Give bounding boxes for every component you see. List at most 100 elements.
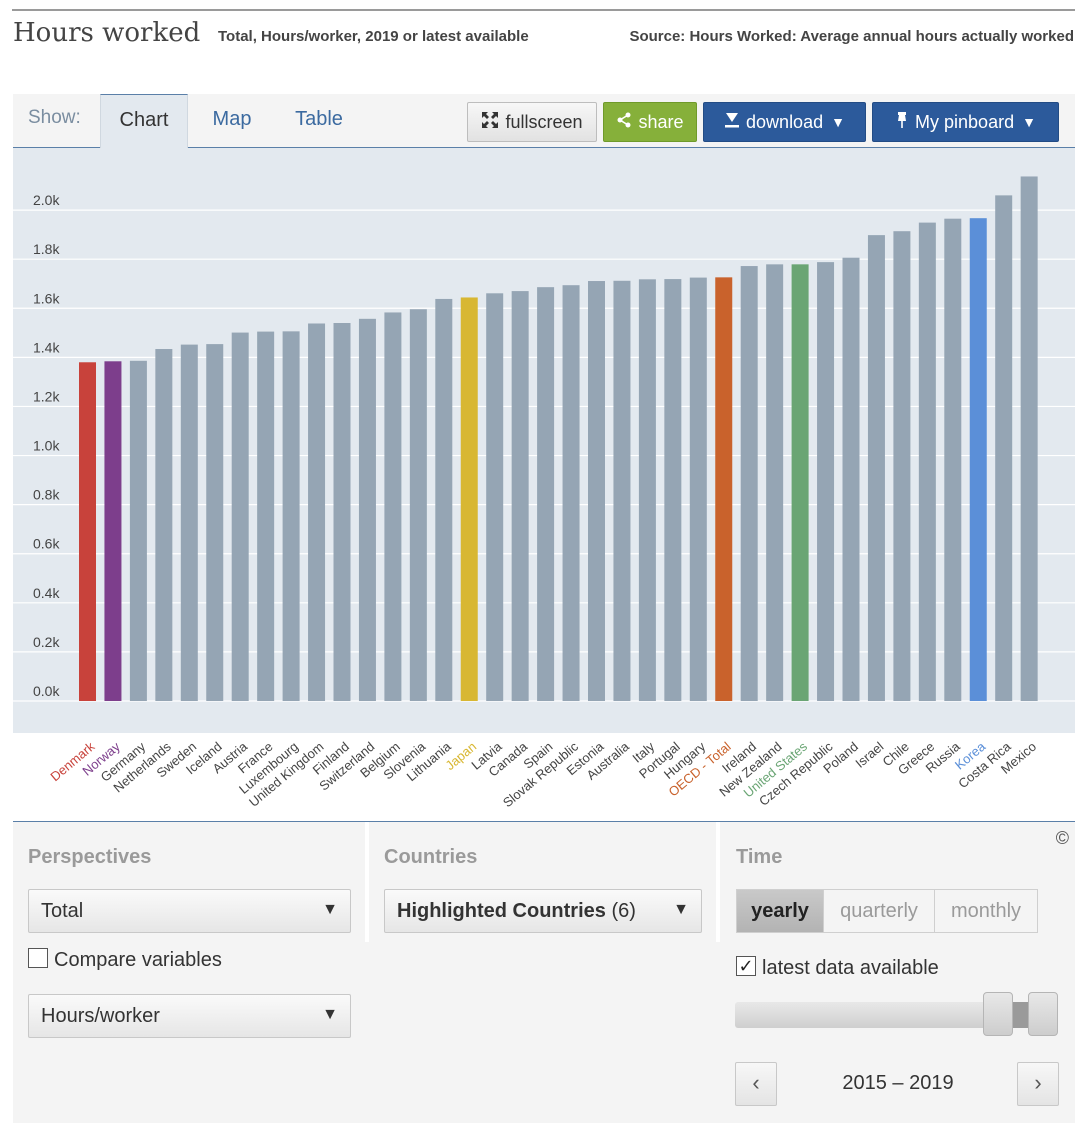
tab-chart[interactable]: Chart <box>100 94 188 149</box>
bar-spain <box>537 287 555 701</box>
show-label: Show: <box>28 107 81 128</box>
bar-poland <box>842 257 860 701</box>
perspectives-label: Perspectives <box>28 846 152 868</box>
time-quarterly-button[interactable]: quarterly <box>823 889 935 933</box>
bar-israel <box>867 235 885 702</box>
bar-united-kingdom <box>308 323 326 701</box>
pinboard-label: My pinboard <box>915 111 1015 132</box>
share-button[interactable]: share <box>603 102 697 142</box>
bar-chile <box>893 231 911 701</box>
bar-czech-republic <box>817 262 835 701</box>
chevron-down-icon: ▼ <box>831 114 845 130</box>
bar-switzerland <box>358 318 376 701</box>
download-label: download <box>746 111 824 132</box>
bar-estonia <box>588 281 605 701</box>
bar-ireland <box>740 266 758 701</box>
time-slider-range <box>1011 1002 1029 1028</box>
bar-chart: 0.0k 0.2k 0.4k 0.6k 0.8k 1.0k 1.2k 1.4k 1.6k 1.8k… <box>13 176 1075 810</box>
perspective-select[interactable]: Total ▼ <box>28 889 351 933</box>
bar-italy <box>638 279 656 701</box>
bar-iceland <box>206 344 224 701</box>
y-tick-label: 1.2k <box>33 388 60 404</box>
y-tick-label: 1.8k <box>33 241 60 257</box>
bar-new-zealand <box>766 264 784 701</box>
x-tick-label: Israel <box>852 739 886 771</box>
bar-canada <box>511 291 529 701</box>
chevron-down-icon: ▼ <box>322 1006 338 1023</box>
view-toolbar: Show: Chart Map Table fullscreen share d… <box>13 94 1075 149</box>
time-label: Time <box>736 846 783 868</box>
pin-icon <box>895 111 909 134</box>
y-tick-label: 2.0k <box>33 192 60 208</box>
bar-portugal <box>664 279 682 701</box>
bar-latvia <box>486 293 504 701</box>
y-tick-label: 0.0k <box>33 683 60 699</box>
bar-austria <box>231 332 249 701</box>
page-subtitle: Total, Hours/worker, 2019 or latest avai… <box>218 28 529 45</box>
bar-luxembourg <box>282 331 300 701</box>
bar-korea <box>969 218 987 701</box>
y-tick-label: 1.0k <box>33 438 60 454</box>
bar-slovak-republic <box>562 285 580 701</box>
download-icon <box>724 111 740 134</box>
y-tick-label: 0.8k <box>33 487 60 503</box>
page-title: Hours worked <box>13 18 201 48</box>
measure-select[interactable]: Hours/worker ▼ <box>28 994 351 1038</box>
tab-table[interactable]: Table <box>295 108 343 130</box>
bar-netherlands <box>155 349 173 701</box>
fullscreen-button[interactable]: fullscreen <box>467 102 597 142</box>
y-tick-label: 0.4k <box>33 585 60 601</box>
previous-period-button[interactable]: ‹ <box>735 1062 777 1106</box>
y-tick-label: 1.6k <box>33 290 60 306</box>
bar-belgium <box>384 312 402 701</box>
bar-russia <box>944 218 962 701</box>
time-slider-start-handle[interactable] <box>983 992 1013 1036</box>
share-icon <box>616 112 632 133</box>
compare-variables-label: Compare variables <box>54 949 222 971</box>
bar-united-states <box>791 264 809 701</box>
latest-data-checkbox[interactable]: ✓ <box>736 956 756 976</box>
bar-slovenia <box>409 309 427 701</box>
bar-denmark <box>79 362 96 701</box>
fullscreen-label: fullscreen <box>505 111 583 132</box>
bar-france <box>257 331 275 701</box>
time-yearly-button[interactable]: yearly <box>736 889 824 933</box>
bar-finland <box>333 323 351 701</box>
countries-select[interactable]: Highlighted Countries (6) ▼ <box>384 889 702 933</box>
download-button[interactable]: download ▼ <box>703 102 866 142</box>
chevron-down-icon: ▼ <box>1022 114 1036 130</box>
bar-mexico <box>1020 176 1038 702</box>
measure-value: Hours/worker <box>41 1005 160 1027</box>
pinboard-button[interactable]: My pinboard ▼ <box>872 102 1059 142</box>
bar-norway <box>104 361 122 701</box>
column-separator <box>716 822 720 942</box>
compare-variables-checkbox[interactable] <box>28 948 48 968</box>
bar-greece <box>918 222 936 702</box>
bar-germany <box>129 360 147 701</box>
countries-count: (6) <box>611 900 636 922</box>
bar-japan <box>460 297 478 701</box>
time-slider-end-handle[interactable] <box>1028 992 1058 1036</box>
column-separator <box>365 822 369 942</box>
bar-lithuania <box>435 298 453 701</box>
bar-sweden <box>180 344 198 701</box>
chevron-down-icon: ▼ <box>322 901 338 918</box>
bar-hungary <box>689 277 707 701</box>
controls-panel: © Perspectives Total ▼ Compare variables… <box>13 821 1075 1123</box>
fullscreen-icon <box>481 111 499 134</box>
bar-costa-rica <box>995 195 1013 701</box>
tab-map[interactable]: Map <box>212 108 252 130</box>
top-rule <box>12 9 1075 11</box>
countries-label: Countries <box>384 846 478 868</box>
countries-value: Highlighted Countries <box>397 900 606 922</box>
time-monthly-button[interactable]: monthly <box>934 889 1038 933</box>
bar-oecd-total <box>715 277 733 701</box>
copyright-icon[interactable]: © <box>1055 828 1069 848</box>
source-note: Source: Hours Worked: Average annual hou… <box>629 28 1074 45</box>
next-period-button[interactable]: › <box>1017 1062 1059 1106</box>
latest-data-label: latest data available <box>762 957 939 979</box>
y-tick-label: 1.4k <box>33 339 60 355</box>
y-tick-label: 0.2k <box>33 634 60 650</box>
y-tick-label: 0.6k <box>33 536 60 552</box>
bar-layer <box>79 176 1038 702</box>
